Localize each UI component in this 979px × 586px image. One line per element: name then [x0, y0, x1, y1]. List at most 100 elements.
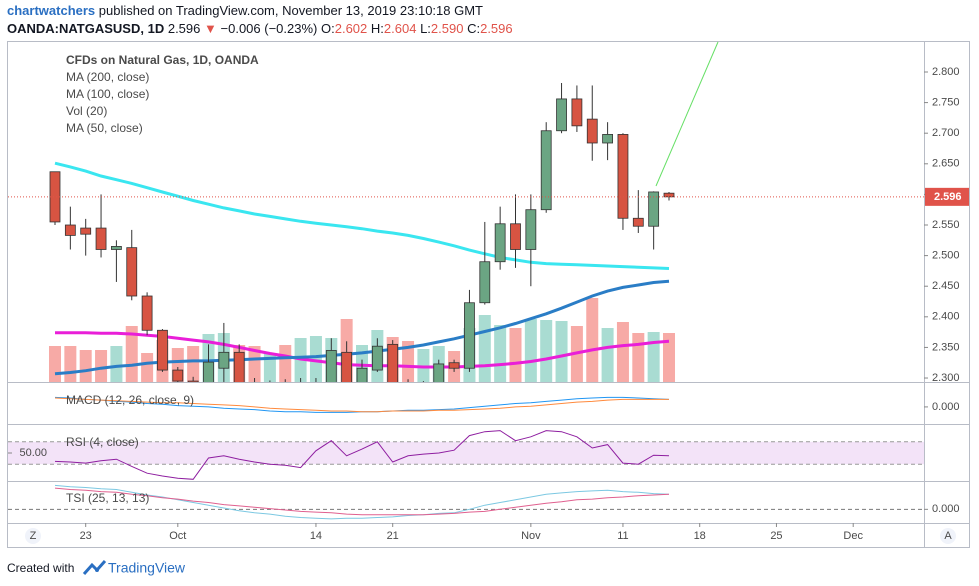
indicator-pane: [8, 430, 924, 480]
candle-body: [296, 384, 306, 393]
volume-bar: [555, 321, 568, 382]
footer-brand[interactable]: TradingView: [108, 560, 186, 576]
volume-bar: [309, 336, 322, 382]
candle-body: [433, 363, 445, 382]
candle-body: [479, 261, 491, 304]
candle-body: [510, 223, 521, 250]
volume-bar: [540, 320, 553, 382]
candle-body: [648, 191, 660, 227]
header-line: chartwatchers published on TradingView.c…: [7, 3, 483, 18]
symbol: OANDA:NATGASUSD, 1D: [7, 21, 164, 36]
legend-entry: MA (200, close): [66, 70, 149, 84]
candle-body: [111, 246, 122, 250]
candle-body: [663, 192, 675, 198]
y-tick-label: 2.300: [932, 372, 960, 384]
pane-title: MACD (12, 26, close, 9): [66, 393, 194, 407]
candle-body: [602, 134, 613, 144]
candle-body: [371, 345, 383, 371]
candle-body: [448, 362, 460, 369]
volume-bar: [509, 328, 522, 382]
volume-bar: [279, 345, 292, 382]
candle-body: [571, 98, 583, 127]
y-tick-label: 2.500: [932, 250, 960, 262]
ohlc-label: C:: [467, 21, 480, 36]
x-tick-label: 14: [310, 530, 322, 542]
indicator-line: [54, 161, 670, 270]
published: published on TradingView.com, November 1…: [99, 3, 483, 18]
volume-bar: [478, 315, 491, 382]
volume-bar: [647, 332, 660, 382]
indicator-line: [54, 484, 670, 520]
candle-body: [157, 329, 168, 371]
volume-bar: [601, 328, 614, 382]
legend: CFDs on Natural Gas, 1D, OANDA MA (200, …: [66, 53, 259, 135]
corner-label: Z: [30, 530, 37, 542]
candle-body: [64, 224, 76, 236]
last-price-box: [925, 187, 969, 206]
legend-entry: Vol (20): [66, 104, 107, 118]
chart-frame: [7, 41, 970, 548]
volume-bar: [79, 350, 92, 382]
x-tick-label: 23: [80, 530, 92, 542]
candle-body: [233, 351, 245, 382]
volume-bar: [64, 346, 77, 382]
candle-body: [418, 384, 428, 402]
candle-body: [494, 223, 506, 263]
volume-bar: [402, 341, 415, 382]
corner-label: A: [944, 530, 952, 542]
candle-body: [141, 295, 153, 331]
corner-button[interactable]: [940, 528, 956, 544]
y-tick-label: 2.650: [932, 158, 960, 170]
volume-bar: [663, 333, 675, 382]
candle-body: [250, 384, 260, 396]
candle-body: [617, 134, 629, 219]
ohlc-value: 2.602: [335, 21, 368, 36]
candle-body: [556, 98, 567, 132]
y-tick-label: 2.550: [932, 219, 960, 231]
candle-body: [265, 390, 275, 396]
candle-body: [172, 369, 184, 382]
candle-body: [280, 390, 290, 393]
candle-body: [311, 384, 321, 385]
candle-body: [341, 351, 353, 382]
y-tick-label: 2.350: [932, 341, 960, 353]
candle-body: [325, 350, 337, 382]
x-tick-label: Nov: [521, 530, 541, 542]
candle-body: [586, 118, 598, 144]
x-tick-label: Oct: [169, 530, 186, 542]
ohlc-value: 2.590: [431, 21, 464, 36]
price: 2.596: [168, 21, 201, 36]
candle-body: [49, 171, 61, 223]
candle-body: [80, 227, 92, 235]
indicator-line: [54, 397, 669, 413]
corner-button[interactable]: [25, 528, 41, 544]
footer-text: Created with: [7, 561, 74, 575]
x-tick-label: Dec: [843, 530, 863, 542]
candle-body: [464, 302, 475, 369]
arrow: ▼: [204, 21, 217, 36]
volume-bar: [494, 325, 507, 382]
ohlc-value: 2.596: [480, 21, 513, 36]
indicator-line: [54, 430, 670, 480]
volume-bar: [125, 326, 138, 382]
pane-titles: MACD (12, 26, close, 9) RSI (4, close) T…: [66, 393, 194, 505]
y-tick-label: 50.00: [19, 447, 47, 459]
volume-bar: [95, 350, 108, 382]
price-pane: [49, 83, 675, 402]
volume-bar: [141, 353, 154, 382]
candle-body: [356, 367, 368, 382]
candle-body: [403, 384, 413, 402]
volume-bar: [110, 346, 123, 382]
x-tick-label: 21: [387, 530, 399, 542]
x-tick-label: 25: [770, 530, 782, 542]
legend-entry: MA (50, close): [66, 121, 143, 135]
candle-body: [632, 217, 644, 227]
y-tick-label: 2.750: [932, 97, 960, 109]
y-tick-label: 0.000: [932, 401, 960, 413]
author[interactable]: chartwatchers: [7, 3, 95, 18]
ohlc-value: 2.604: [384, 21, 417, 36]
volume-bar: [586, 298, 599, 382]
change: −0.006 (−0.23%): [221, 21, 318, 36]
candle-body: [387, 343, 399, 382]
